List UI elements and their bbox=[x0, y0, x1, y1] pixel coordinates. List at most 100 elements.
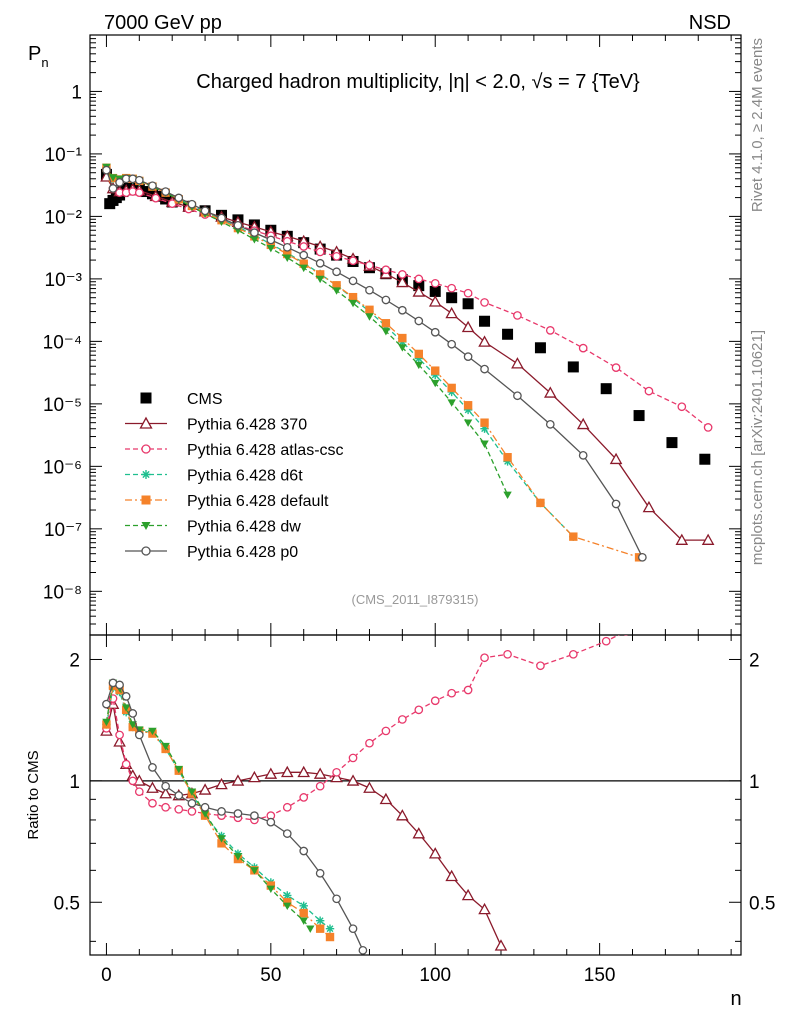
data-point-pythia-6-428-atlas-csc bbox=[381, 265, 391, 275]
data-point-pythia-6-428-d6t bbox=[480, 424, 489, 433]
data-point-pythia-6-428-default bbox=[332, 281, 341, 290]
data-point-pythia-6-428-p0 bbox=[250, 228, 259, 237]
ratio-point-pythia-6-428-dw bbox=[306, 925, 315, 933]
legend-marker bbox=[141, 444, 151, 454]
data-point-pythia-6-428-atlas-csc bbox=[414, 274, 424, 284]
y-tick-label-main: 10⁻⁷ bbox=[44, 520, 82, 541]
data-point-pythia-6-428-dw bbox=[480, 440, 489, 448]
ratio-point-pythia-6-428-370 bbox=[379, 792, 393, 805]
legend-entry-pythia-6-428-d6t: Pythia 6.428 d6t bbox=[125, 468, 303, 485]
y-tick-label-main: 10⁻³ bbox=[45, 270, 83, 291]
ratio-point-pythia-6-428-atlas-csc bbox=[128, 776, 138, 786]
data-point-pythia-6-428-dw bbox=[348, 299, 358, 308]
ratio-point-pythia-6-428-atlas-csc bbox=[601, 636, 611, 646]
ratio-point-pythia-6-428-atlas-csc bbox=[134, 787, 144, 797]
ratio-point-pythia-6-428-p0 bbox=[121, 692, 131, 701]
data-point-pythia-6-428-default bbox=[536, 498, 545, 508]
data-point-pythia-6-428-p0 bbox=[381, 295, 391, 305]
ratio-point-pythia-6-428-p0 bbox=[128, 709, 138, 718]
data-point-pythia-6-428-p0 bbox=[115, 178, 124, 187]
ratio-point-pythia-6-428-atlas-csc bbox=[315, 781, 325, 791]
y-tick-label-ratio: 2 bbox=[69, 650, 80, 671]
ratio-point-pythia-6-428-370 bbox=[159, 787, 172, 799]
series-pythia-6-428-d6t bbox=[102, 163, 578, 541]
data-point-cms bbox=[534, 342, 546, 354]
data-point-cms bbox=[699, 453, 711, 465]
data-point-cms bbox=[140, 186, 152, 198]
ratio-point-pythia-6-428-370 bbox=[146, 781, 159, 793]
ratio-point-pythia-6-428-p0 bbox=[282, 829, 292, 838]
ratio-line-pythia-6-428-d6t bbox=[105, 686, 331, 930]
legend-marker bbox=[141, 522, 151, 530]
ratio-point-pythia-6-428-370 bbox=[198, 783, 212, 795]
data-point-pythia-6-428-atlas-csc bbox=[299, 242, 309, 251]
data-point-pythia-6-428-default bbox=[463, 401, 473, 410]
ratio-point-pythia-6-428-d6t bbox=[283, 891, 292, 900]
data-point-pythia-6-428-d6t bbox=[431, 370, 440, 380]
y-tick-label-main: 10⁻⁴ bbox=[43, 332, 82, 353]
data-point-pythia-6-428-p0 bbox=[217, 213, 226, 223]
series-line-pythia-6-428-atlas-csc bbox=[105, 168, 709, 428]
data-point-pythia-6-428-dw bbox=[463, 419, 473, 427]
ratio-point-pythia-6-428-370 bbox=[445, 869, 458, 882]
ratio-point-pythia-6-428-default bbox=[266, 881, 276, 890]
data-point-pythia-6-428-atlas-csc bbox=[348, 256, 358, 266]
ratio-point-pythia-6-428-default bbox=[283, 898, 292, 907]
ratio-point-pythia-6-428-atlas-csc bbox=[623, 635, 629, 636]
main-series bbox=[100, 163, 715, 562]
data-point-pythia-6-428-p0 bbox=[397, 305, 407, 315]
data-point-pythia-6-428-dw bbox=[447, 399, 456, 407]
y-tick-label-main: 10⁻⁶ bbox=[43, 457, 82, 478]
data-point-pythia-6-428-atlas-csc bbox=[463, 288, 473, 298]
data-point-pythia-6-428-atlas-csc bbox=[397, 270, 407, 279]
data-point-cms bbox=[666, 437, 678, 449]
data-point-pythia-6-428-p0 bbox=[638, 552, 647, 562]
data-point-pythia-6-428-atlas-csc bbox=[315, 247, 325, 257]
ratio-point-pythia-6-428-d6t bbox=[325, 924, 335, 933]
data-point-pythia-6-428-p0 bbox=[348, 276, 358, 286]
data-point-pythia-6-428-dw bbox=[299, 264, 308, 273]
data-point-pythia-6-428-p0 bbox=[266, 235, 276, 245]
legend-label: Pythia 6.428 d6t bbox=[187, 468, 303, 485]
legend-entry-pythia-6-428-370: Pythia 6.428 370 bbox=[125, 417, 307, 434]
y-axis-label-main: Pn bbox=[28, 43, 49, 70]
data-point-pythia-6-428-dw bbox=[381, 328, 391, 336]
data-point-cms bbox=[502, 328, 514, 340]
data-point-cms bbox=[146, 188, 158, 200]
data-point-pythia-6-428-p0 bbox=[315, 258, 325, 268]
ratio-point-pythia-6-428-atlas-csc bbox=[161, 802, 170, 812]
ratio-point-pythia-6-428-370 bbox=[494, 939, 508, 951]
data-point-pythia-6-428-370 bbox=[445, 306, 458, 319]
ratio-point-pythia-6-428-p0 bbox=[315, 868, 325, 878]
y-tick-label-main: 10⁻² bbox=[45, 207, 83, 228]
data-point-pythia-6-428-atlas-csc bbox=[480, 298, 489, 307]
data-point-pythia-6-428-p0 bbox=[545, 420, 555, 429]
series-pythia-6-428-atlas-csc bbox=[102, 164, 713, 432]
data-point-pythia-6-428-atlas-csc bbox=[578, 343, 588, 353]
ratio-point-pythia-6-428-dw bbox=[148, 727, 157, 736]
ratio-point-pythia-6-428-p0 bbox=[348, 924, 358, 934]
ratio-point-pythia-6-428-370 bbox=[363, 781, 376, 793]
data-point-pythia-6-428-default bbox=[398, 333, 407, 343]
data-point-pythia-6-428-p0 bbox=[578, 450, 588, 460]
ratio-point-pythia-6-428-370 bbox=[396, 809, 409, 821]
data-point-pythia-6-428-dw bbox=[503, 491, 512, 500]
ratio-point-pythia-6-428-atlas-csc bbox=[174, 804, 184, 814]
ratio-point-pythia-6-428-atlas-csc bbox=[381, 726, 391, 736]
y-tick-label-main: 10⁻⁸ bbox=[43, 582, 82, 603]
ratio-point-pythia-6-428-p0 bbox=[102, 699, 111, 709]
ratio-point-pythia-6-428-atlas-csc bbox=[332, 767, 341, 777]
data-point-pythia-6-428-dw bbox=[108, 174, 118, 182]
ratio-point-pythia-6-428-atlas-csc bbox=[414, 705, 424, 715]
ratio-point-pythia-6-428-p0 bbox=[115, 680, 124, 690]
ratio-point-pythia-6-428-p0 bbox=[187, 798, 197, 808]
process-label: NSD bbox=[689, 12, 731, 34]
legend: CMS Pythia 6.428 370 Pythia 6.428 atlas-cs… bbox=[125, 391, 344, 561]
data-point-pythia-6-428-p0 bbox=[480, 364, 489, 374]
data-point-pythia-6-428-370 bbox=[511, 357, 524, 369]
data-point-pythia-6-428-p0 bbox=[513, 391, 522, 401]
ratio-point-pythia-6-428-370 bbox=[231, 774, 245, 786]
ratio-point-pythia-6-428-370 bbox=[297, 765, 311, 778]
data-point-pythia-6-428-370 bbox=[609, 452, 623, 465]
ratio-point-pythia-6-428-p0 bbox=[266, 817, 276, 827]
